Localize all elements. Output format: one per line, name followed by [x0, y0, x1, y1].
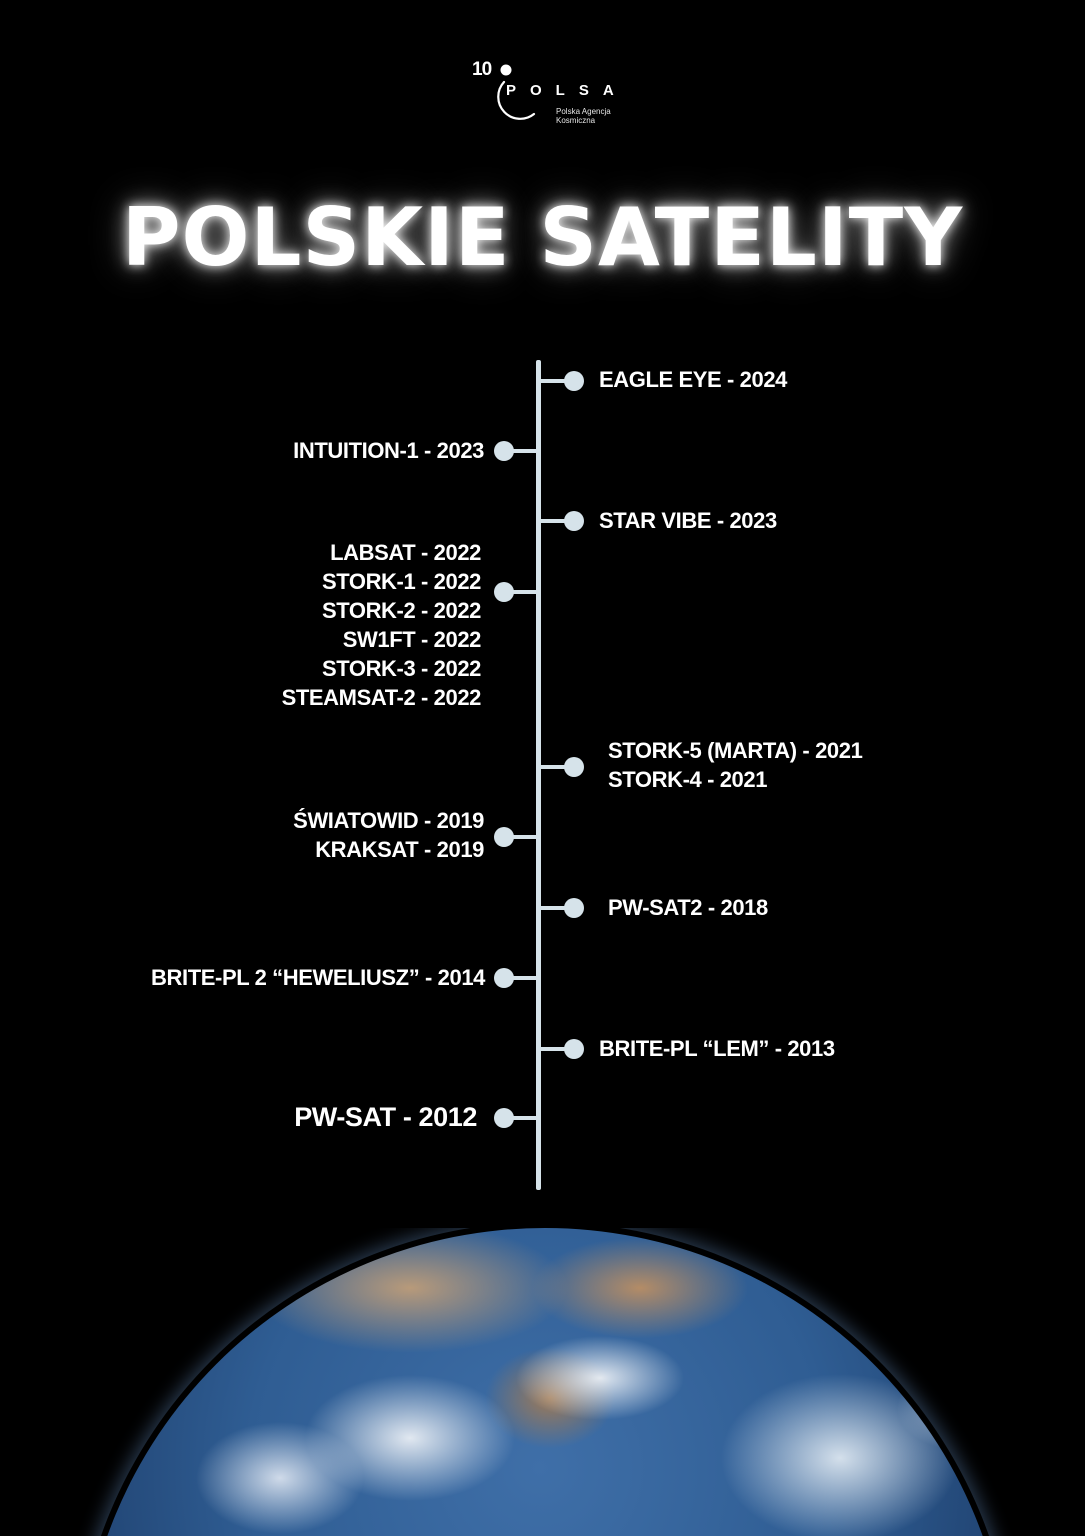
timeline-dot [494, 441, 514, 461]
timeline-dot [494, 582, 514, 602]
satellite-entry: PW-SAT - 2012 [294, 1102, 477, 1132]
timeline-connector [506, 590, 536, 594]
timeline-connector [506, 835, 536, 839]
satellite-entry: STORK-5 (MARTA) - 2021 [608, 738, 863, 763]
timeline-connector [541, 765, 571, 769]
satellite-entry: STEAMSAT-2 - 2022 [281, 685, 482, 710]
timeline-dot [564, 1039, 584, 1059]
timeline-label: STORK-5 (MARTA) - 2021 STORK-4 - 2021 [608, 736, 863, 794]
timeline-dot [494, 1108, 514, 1128]
page-title: POLSKIE SATELITY [121, 191, 964, 284]
timeline-connector [506, 1116, 536, 1120]
timeline-dot [494, 827, 514, 847]
satellite-entry: SW1FT - 2022 [342, 627, 482, 652]
earth-globe [80, 1228, 1010, 1536]
timeline-label: STAR VIBE - 2023 [599, 506, 777, 535]
satellite-entry: ŚWIATOWID - 2019 [293, 808, 484, 833]
logo-subtitle-line-1: Polska Agencja [556, 107, 611, 116]
timeline-connector [506, 976, 536, 980]
satellite-entry: BRITE-PL 2 “HEWELIUSZ” - 2014 [151, 965, 485, 990]
timeline-label: PW-SAT2 - 2018 [608, 893, 768, 922]
timeline-dot [564, 511, 584, 531]
satellite-entry: STORK-2 - 2022 [321, 598, 481, 623]
earth-image [0, 1228, 1085, 1536]
timeline-label: PW-SAT - 2012 [294, 1101, 477, 1133]
satellite-entry: INTUITION-1 - 2023 [293, 438, 484, 463]
satellite-entry: STORK-3 - 2022 [321, 656, 481, 681]
satellite-entry: STAR VIBE - 2023 [599, 508, 777, 533]
satellite-entry: PW-SAT2 - 2018 [608, 895, 768, 920]
timeline-connector [506, 449, 536, 453]
timeline-label: BRITE-PL “LEM” - 2013 [599, 1034, 835, 1063]
polsa-logo: 10 POLSA Polska Agencja Kosmiczna [470, 56, 630, 128]
timeline-label: LABSAT - 2022 STORK-1 - 2022 STORK-2 - 202… [281, 538, 482, 712]
logo-subtitle: Polska Agencja Kosmiczna [556, 107, 636, 125]
logo-wordmark: POLSA [506, 82, 628, 99]
satellite-entry: STORK-4 - 2021 [608, 767, 768, 792]
satellite-entry: KRAKSAT - 2019 [315, 837, 484, 862]
timeline-connector [541, 1047, 571, 1051]
timeline-dot [564, 371, 584, 391]
satellite-entry: EAGLE EYE - 2024 [599, 367, 788, 392]
satellite-entry: STORK-1 - 2022 [321, 569, 481, 594]
timeline-dot [494, 968, 514, 988]
logo-orbit-arc-icon [497, 64, 536, 120]
timeline-connector [541, 379, 571, 383]
timeline-label: INTUITION-1 - 2023 [293, 436, 484, 465]
satellite-entry: LABSAT - 2022 [330, 540, 481, 565]
timeline-label: ŚWIATOWID - 2019 KRAKSAT - 2019 [293, 806, 484, 864]
timeline-label: EAGLE EYE - 2024 [599, 365, 787, 394]
timeline-connector [541, 519, 571, 523]
timeline-dot [564, 757, 584, 777]
timeline-dot [564, 898, 584, 918]
logo-subtitle-line-2: Kosmiczna [556, 116, 596, 125]
logo-number: 10 [472, 59, 492, 80]
timeline-label: BRITE-PL 2 “HEWELIUSZ” - 2014 [151, 963, 485, 992]
satellite-entry: BRITE-PL “LEM” - 2013 [599, 1036, 835, 1061]
timeline-connector [541, 906, 571, 910]
timeline-axis [536, 360, 541, 1190]
